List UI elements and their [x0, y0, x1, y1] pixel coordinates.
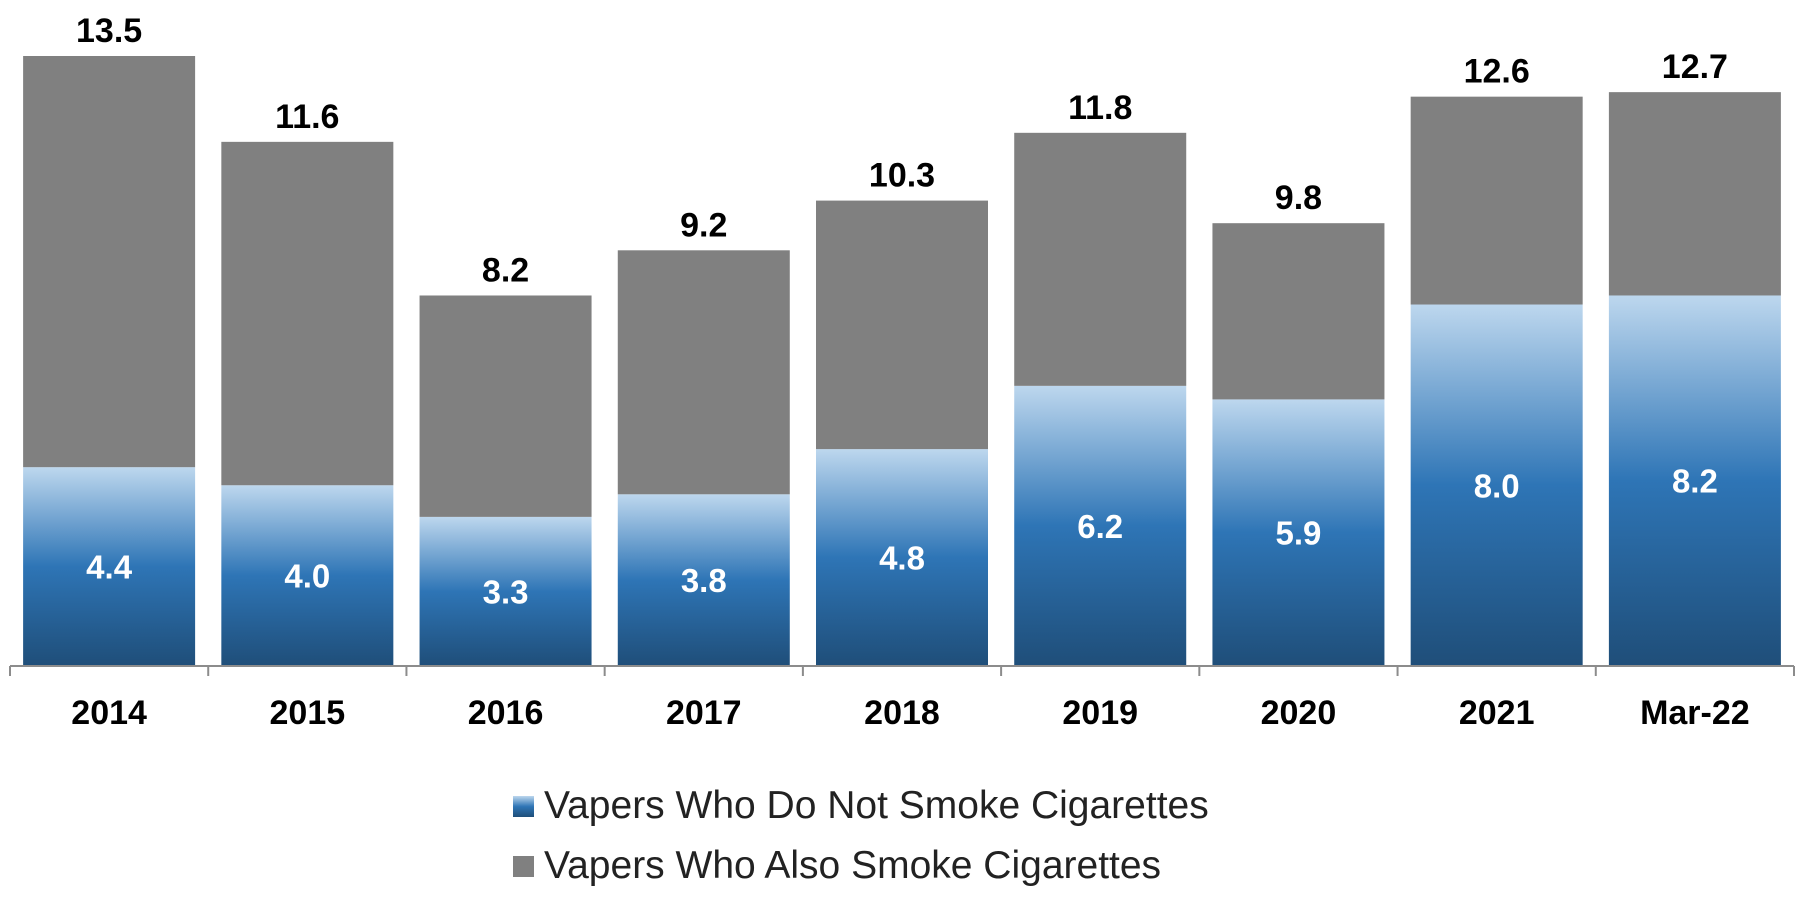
legend-swatch: [513, 796, 534, 817]
bar-segment-non-smokers: [1014, 385, 1187, 666]
x-tick-label: 2015: [270, 694, 346, 732]
bar-segment-non-smokers: [1608, 295, 1781, 666]
segment-value-label: 4.4: [86, 549, 133, 586]
bar-segment-non-smokers: [221, 485, 394, 666]
bar-segment-also-smokers: [1212, 223, 1385, 400]
x-axis-ticks: [9, 666, 1795, 676]
bars-group: [23, 56, 1781, 666]
total-value-label: 8.2: [482, 251, 529, 289]
x-tick-label: 2018: [864, 694, 940, 732]
legend-label: Vapers Who Also Smoke Cigarettes: [544, 844, 1161, 887]
total-value-label: 12.7: [1662, 48, 1728, 86]
segment-value-label: 4.0: [284, 558, 330, 595]
x-tick-label: 2017: [666, 694, 742, 732]
total-value-label: 11.6: [275, 98, 339, 136]
segment-value-label: 3.3: [483, 573, 529, 610]
legend-item-non-smokers: Vapers Who Do Not Smoke Cigarettes: [513, 784, 1209, 827]
data-labels-group: 4.4 13.5 4.0 11.6 3.3 8.2 3.8 9.2 4.8 10.3 6.2 11.8…: [76, 12, 1728, 610]
bar-segment-also-smokers: [23, 56, 196, 468]
x-tick-label: 2021: [1459, 694, 1535, 732]
bar-segment-non-smokers: [1212, 399, 1385, 666]
total-value-label: 13.5: [76, 12, 142, 50]
x-tick-label: 2019: [1062, 694, 1138, 732]
total-value-label: 9.8: [1275, 179, 1322, 217]
segment-value-label: 3.8: [681, 562, 727, 599]
x-tick-label: Mar-22: [1640, 694, 1750, 732]
total-value-label: 10.3: [869, 157, 935, 195]
x-tick-label: 2016: [468, 694, 544, 732]
segment-value-label: 6.2: [1077, 508, 1123, 545]
legend-swatch: [513, 856, 534, 877]
x-tick-label: 2020: [1261, 694, 1337, 732]
total-value-label: 9.2: [680, 206, 727, 244]
bar-segment-also-smokers: [221, 141, 394, 486]
x-tick-label: 2014: [71, 694, 147, 732]
segment-value-label: 8.2: [1672, 463, 1718, 500]
total-value-label: 11.8: [1068, 89, 1132, 127]
bar-segment-non-smokers: [419, 516, 592, 666]
bar-segment-also-smokers: [1608, 92, 1781, 296]
legend: Vapers Who Do Not Smoke Cigarettes Vapers…: [513, 784, 1209, 887]
bar-segment-also-smokers: [1014, 132, 1187, 386]
bar-segment-non-smokers: [816, 449, 988, 666]
bar-segment-also-smokers: [617, 250, 790, 495]
bar-segment-non-smokers: [1410, 304, 1583, 666]
x-axis-labels: 2014 2015 2016 2017 2018 2019 2020 2021 Mar-22: [71, 694, 1749, 732]
segment-value-label: 4.8: [879, 540, 925, 577]
segment-value-label: 8.0: [1474, 467, 1520, 504]
bar-segment-non-smokers: [23, 467, 196, 666]
bar-segment-also-smokers: [1410, 96, 1583, 305]
segment-value-label: 5.9: [1276, 515, 1322, 552]
bar-segment-also-smokers: [419, 295, 592, 517]
legend-item-also-smokers: Vapers Who Also Smoke Cigarettes: [513, 844, 1161, 887]
bar-segment-non-smokers: [617, 494, 790, 666]
legend-label: Vapers Who Do Not Smoke Cigarettes: [544, 784, 1209, 827]
total-value-label: 12.6: [1464, 53, 1530, 91]
bar-segment-also-smokers: [816, 200, 988, 450]
